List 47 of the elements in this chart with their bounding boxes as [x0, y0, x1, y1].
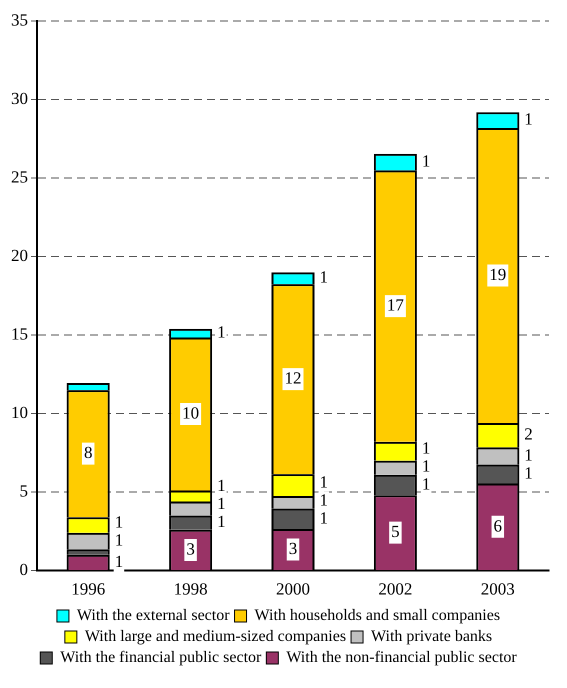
x-tick-label: 1998: [174, 579, 208, 598]
y-tick-label: 10: [11, 403, 28, 422]
data-label: 1: [320, 508, 328, 528]
legend-label: With households and small companies: [254, 607, 500, 624]
data-label: 12: [284, 368, 302, 388]
legend-label: With private banks: [371, 628, 492, 646]
y-tick-label: 5: [20, 482, 28, 501]
x-tick-label: 2002: [378, 579, 412, 598]
x-tick-label: 2003: [480, 579, 515, 598]
data-label: 1: [320, 472, 328, 492]
data-label: 1: [217, 512, 226, 532]
legend-label: With the external sector: [76, 607, 230, 624]
data-label: 1: [320, 490, 328, 510]
data-label: 1: [217, 476, 226, 496]
data-label: 1: [422, 474, 430, 494]
data-label: 3: [186, 539, 195, 558]
data-label: 1: [524, 110, 533, 129]
data-label: 10: [182, 403, 200, 422]
x-tick-label: 2000: [276, 579, 310, 598]
y-tick-label: 0: [20, 560, 28, 580]
data-label: 1: [422, 456, 430, 476]
data-label: 1: [217, 322, 226, 342]
data-label: 3: [288, 539, 298, 558]
legend-label: With the non-financial public sector: [286, 649, 518, 666]
data-label: 19: [489, 264, 506, 284]
data-label: 2: [524, 424, 533, 444]
data-label: 1: [114, 512, 124, 532]
data-label: 1: [217, 494, 226, 514]
legend-label: With the financial public sector: [60, 649, 262, 666]
y-tick-label: 35: [11, 10, 28, 30]
x-tick-label: 1996: [71, 579, 106, 598]
data-label: 1: [422, 152, 430, 171]
data-label: 1: [114, 552, 124, 571]
data-label: 1: [422, 438, 430, 458]
y-tick-label: 15: [11, 324, 28, 344]
data-label: 1: [114, 530, 124, 550]
y-tick-label: 25: [11, 168, 28, 187]
data-label: 8: [84, 443, 92, 462]
y-tick-label: 20: [11, 246, 28, 266]
legend-label: With large and medium-sized companies: [84, 628, 346, 646]
data-label: 6: [494, 516, 502, 536]
data-label: 5: [391, 522, 400, 542]
y-tick-label: 30: [11, 89, 28, 108]
data-label: 1: [524, 464, 533, 483]
data-label: 17: [386, 296, 404, 315]
data-label: 1: [524, 445, 533, 464]
data-label: 1: [320, 268, 328, 287]
